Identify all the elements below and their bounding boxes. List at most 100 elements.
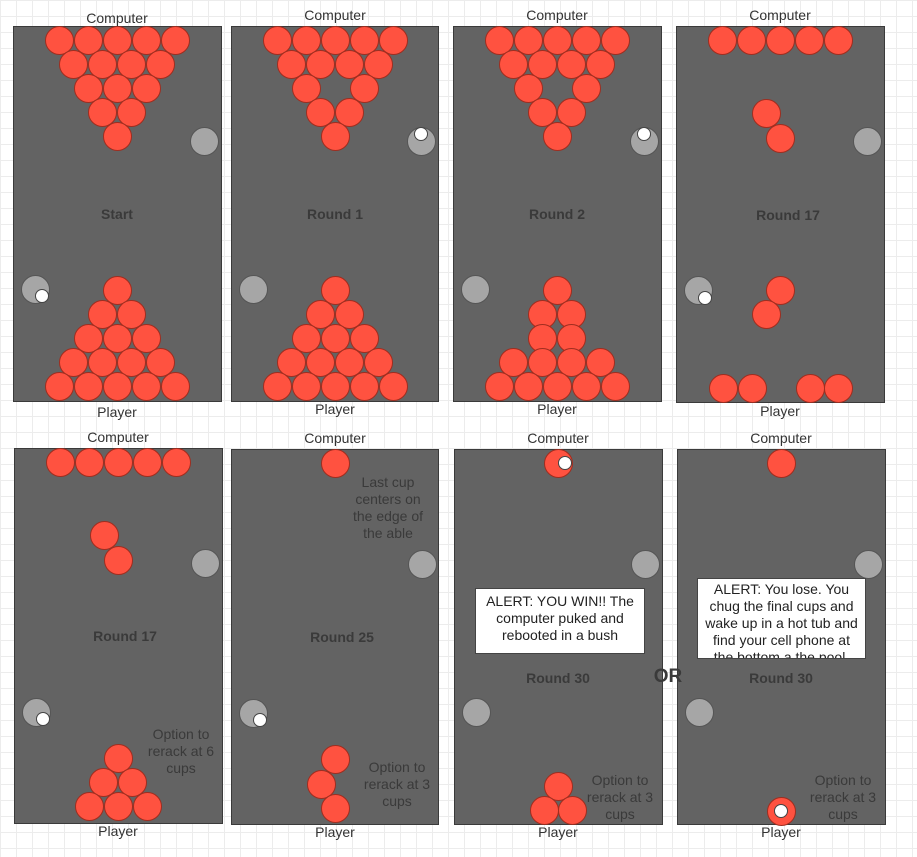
shooter-cup bbox=[629, 126, 659, 156]
round-title: Round 25 bbox=[310, 629, 374, 645]
red-cup bbox=[161, 447, 191, 477]
player-label: Player bbox=[760, 403, 800, 419]
shooter-cup bbox=[461, 697, 491, 727]
red-cup bbox=[117, 347, 146, 377]
red-cup bbox=[102, 371, 132, 401]
red-cup bbox=[794, 25, 824, 55]
red-cup bbox=[117, 299, 146, 329]
red-cup bbox=[320, 744, 350, 774]
red-cup bbox=[542, 121, 572, 151]
red-cup bbox=[132, 447, 162, 477]
round-title: Round 1 bbox=[307, 206, 363, 222]
red-cup bbox=[542, 371, 572, 401]
red-cup bbox=[571, 371, 601, 401]
rerack-note: Option to rerack at 3 cups bbox=[586, 772, 654, 822]
red-cup bbox=[708, 373, 738, 403]
player-label: Player bbox=[315, 401, 355, 417]
computer-label: Computer bbox=[526, 7, 588, 23]
edge-cup-note: Last cup centers on the edge of the able bbox=[352, 474, 424, 541]
red-cup bbox=[103, 791, 133, 821]
red-cup bbox=[277, 49, 306, 79]
lose-alert: ALERT: You lose. You chug the final cups… bbox=[697, 578, 866, 659]
shooter-cup bbox=[460, 274, 490, 304]
red-cup bbox=[349, 73, 379, 103]
computer-label: Computer bbox=[86, 10, 148, 26]
player-label: Player bbox=[538, 824, 578, 840]
red-cup bbox=[499, 347, 528, 377]
rerack-note: Option to rerack at 3 cups bbox=[809, 772, 877, 822]
red-cup bbox=[364, 49, 393, 79]
computer-label: Computer bbox=[749, 7, 811, 23]
red-cup bbox=[335, 347, 364, 377]
shooter-cup bbox=[407, 549, 437, 579]
red-cup bbox=[103, 447, 133, 477]
red-cup bbox=[44, 371, 74, 401]
shooter-cup bbox=[852, 126, 882, 156]
red-cup bbox=[306, 769, 336, 799]
red-cup bbox=[528, 49, 557, 79]
red-cup bbox=[117, 97, 146, 127]
red-cup bbox=[74, 447, 104, 477]
red-cup bbox=[160, 371, 190, 401]
red-cup bbox=[378, 25, 408, 55]
red-cup bbox=[557, 347, 586, 377]
red-cup bbox=[765, 123, 795, 153]
red-cup bbox=[751, 299, 781, 329]
player-label: Player bbox=[315, 824, 355, 840]
red-cup bbox=[823, 25, 853, 55]
red-cup bbox=[557, 49, 586, 79]
rerack-note: Option to rerack at 3 cups bbox=[363, 759, 431, 809]
red-cup bbox=[160, 25, 190, 55]
player-label: Player bbox=[537, 401, 577, 417]
computer-label: Computer bbox=[750, 430, 812, 446]
rerack-note: Option to rerack at 6 cups bbox=[147, 726, 215, 776]
red-cup bbox=[118, 767, 147, 797]
round-title: Round 17 bbox=[756, 207, 820, 223]
red-cup bbox=[349, 371, 379, 401]
red-cup bbox=[306, 49, 335, 79]
red-cup bbox=[320, 793, 350, 823]
ping-pong-ball bbox=[414, 127, 428, 141]
shooter-cup bbox=[853, 549, 883, 579]
red-cup bbox=[131, 371, 161, 401]
red-cup bbox=[557, 795, 587, 825]
red-cup bbox=[600, 371, 630, 401]
shooter-cup bbox=[238, 274, 268, 304]
ping-pong-ball bbox=[36, 712, 50, 726]
table-panel-round-2 bbox=[453, 26, 662, 402]
red-cup bbox=[306, 97, 335, 127]
red-cup bbox=[320, 275, 350, 305]
red-cup bbox=[586, 347, 615, 377]
red-cup bbox=[102, 25, 132, 55]
red-cup bbox=[600, 25, 630, 55]
red-cup bbox=[88, 49, 117, 79]
red-cup bbox=[74, 791, 104, 821]
red-cup bbox=[528, 347, 557, 377]
red-cup bbox=[132, 791, 162, 821]
red-cup bbox=[88, 299, 117, 329]
red-cup bbox=[277, 347, 306, 377]
red-cup bbox=[45, 447, 75, 477]
red-cup bbox=[103, 545, 133, 575]
shooter-cup bbox=[684, 697, 714, 727]
red-cup bbox=[117, 49, 146, 79]
ping-pong-ball bbox=[774, 804, 788, 818]
shooter-cup bbox=[189, 126, 219, 156]
red-cup bbox=[59, 347, 88, 377]
player-label: Player bbox=[761, 824, 801, 840]
red-cup bbox=[73, 371, 103, 401]
computer-label: Computer bbox=[527, 430, 589, 446]
red-cup bbox=[542, 25, 572, 55]
red-cup bbox=[73, 323, 103, 353]
round-title: Start bbox=[101, 206, 133, 222]
or-connector: OR bbox=[653, 666, 683, 687]
red-cup bbox=[88, 347, 117, 377]
red-cup bbox=[484, 371, 514, 401]
red-cup bbox=[513, 371, 543, 401]
red-cup bbox=[131, 73, 161, 103]
computer-label: Computer bbox=[304, 430, 366, 446]
red-cup bbox=[766, 448, 796, 478]
ping-pong-ball bbox=[558, 456, 572, 470]
ping-pong-ball bbox=[637, 127, 651, 141]
